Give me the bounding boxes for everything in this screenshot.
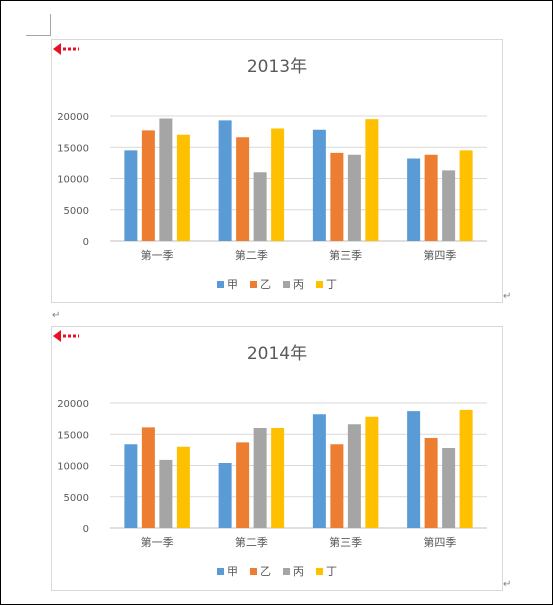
y-tick-label: 20000 <box>57 112 89 123</box>
bar <box>176 446 190 528</box>
y-tick-label: 5000 <box>64 206 89 217</box>
chart-2014-plot: 0 5000 10000 15000 20000 第一季 第二季 第三季 第四季 <box>57 399 487 549</box>
category-label: 第三季 <box>329 535 362 549</box>
legend-swatch <box>283 567 290 575</box>
bar <box>141 130 155 241</box>
bar <box>236 137 250 241</box>
legend-swatch <box>217 280 224 288</box>
y-tick-label: 0 <box>83 237 89 248</box>
legend-label: 甲 <box>227 565 238 578</box>
bar <box>141 427 155 528</box>
bar <box>236 442 250 528</box>
bar <box>253 172 267 241</box>
y-tick-label: 20000 <box>57 399 89 410</box>
red-arrow-icon <box>53 43 79 55</box>
bar <box>459 409 473 528</box>
chart-2014[interactable]: 0 5000 10000 15000 20000 第一季 第二季 第三季 第四季 2014年 甲… <box>51 326 503 591</box>
red-arrow-icon <box>53 330 79 342</box>
legend-label: 丙 <box>293 278 304 291</box>
category-label: 第三季 <box>329 248 362 262</box>
bar <box>176 134 190 241</box>
legend-item: 乙 <box>250 563 271 579</box>
bar <box>312 129 326 241</box>
paragraph-mark: ↵ <box>52 310 61 321</box>
y-tick-label: 15000 <box>57 143 89 154</box>
legend-label: 丁 <box>326 278 337 291</box>
paragraph-mark: ↵ <box>503 291 512 302</box>
bar <box>347 424 361 528</box>
legend-swatch <box>316 567 323 575</box>
legend-item: 甲 <box>217 563 238 579</box>
legend-swatch <box>250 280 257 288</box>
legend-swatch <box>283 280 290 288</box>
bar <box>124 444 138 528</box>
legend-item: 甲 <box>217 276 238 292</box>
y-tick-label: 0 <box>83 524 89 535</box>
bar <box>271 128 285 241</box>
bar <box>459 150 473 241</box>
legend-label: 丙 <box>293 565 304 578</box>
category-label: 第二季 <box>235 248 268 262</box>
legend-label: 乙 <box>260 278 271 291</box>
paragraph-mark: ↵ <box>503 579 512 590</box>
y-tick-label: 10000 <box>57 175 89 186</box>
category-label: 第一季 <box>141 248 174 262</box>
bar <box>253 428 267 528</box>
bar <box>347 154 361 241</box>
bar <box>424 438 438 528</box>
crop-mark-vertical <box>50 14 51 36</box>
bar <box>124 150 138 241</box>
legend-label: 甲 <box>227 278 238 291</box>
bar <box>442 170 456 241</box>
bar <box>159 459 173 528</box>
chart-legend: 甲乙丙丁 <box>52 563 502 579</box>
legend-item: 丙 <box>283 563 304 579</box>
bar <box>442 448 456 528</box>
bar <box>312 414 326 528</box>
bar <box>218 120 232 241</box>
legend-swatch <box>217 567 224 575</box>
bar <box>218 463 232 528</box>
category-label: 第一季 <box>141 535 174 549</box>
legend-swatch <box>316 280 323 288</box>
legend-label: 乙 <box>260 565 271 578</box>
legend-item: 丙 <box>283 276 304 292</box>
bar <box>407 158 421 241</box>
legend-swatch <box>250 567 257 575</box>
chart-title: 2014年 <box>246 344 308 364</box>
category-label: 第四季 <box>423 535 456 549</box>
chart-title: 2013年 <box>246 57 308 77</box>
legend-label: 丁 <box>326 565 337 578</box>
crop-mark-horizontal <box>26 35 50 36</box>
legend-item: 丁 <box>316 276 337 292</box>
bar <box>424 154 438 241</box>
category-label: 第二季 <box>235 535 268 549</box>
y-tick-label: 10000 <box>57 462 89 473</box>
bar <box>271 428 285 528</box>
chart-2013-plot: 0 5000 10000 15000 20000 第一季 第二季 第三季 第四季 <box>57 112 487 262</box>
bar <box>365 416 379 528</box>
y-tick-label: 15000 <box>57 430 89 441</box>
bar <box>330 444 344 528</box>
bar <box>365 119 379 241</box>
bar <box>407 411 421 528</box>
bar <box>159 118 173 241</box>
bar <box>330 152 344 241</box>
y-tick-label: 5000 <box>64 493 89 504</box>
legend-item: 乙 <box>250 276 271 292</box>
legend-item: 丁 <box>316 563 337 579</box>
category-label: 第四季 <box>423 248 456 262</box>
chart-legend: 甲乙丙丁 <box>52 276 502 292</box>
chart-2013[interactable]: 0 5000 10000 15000 20000 第一季 第二季 第三季 第四季 2013年 甲… <box>51 39 503 303</box>
